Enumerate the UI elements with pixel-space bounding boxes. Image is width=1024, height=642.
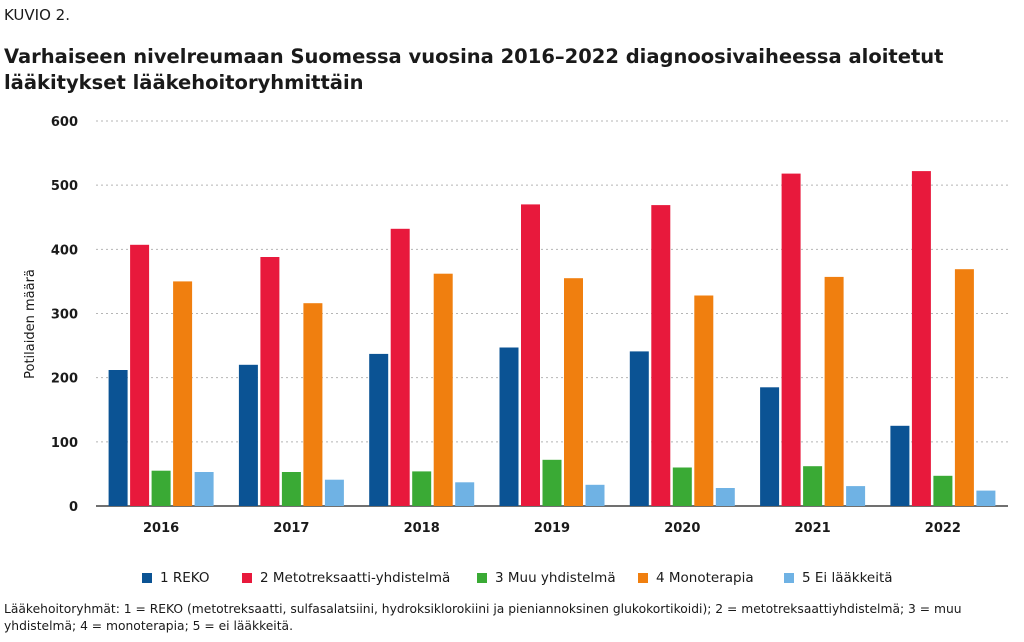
x-tick-label: 2018 [404,521,440,536]
legend-swatch [242,573,252,583]
legend-item: 4 Monoterapia [638,570,754,586]
y-axis-ticks: 0 100 200 300 400 500 600 [51,115,78,515]
bars [108,171,996,507]
bar-2021-series-1 [760,387,780,506]
bar-2017-series-2 [260,257,280,506]
bar-2020-series-5 [715,488,735,506]
legend-label: 5 Ei lääkkeitä [802,570,893,586]
legend-item: 3 Muu yhdistelmä [477,570,616,586]
legend-label: 1 REKO [160,570,210,586]
x-tick-label: 2020 [664,521,700,536]
y-tick-label: 100 [51,436,78,451]
bar-2022-series-3 [933,475,953,506]
legend-label: 3 Muu yhdistelmä [495,570,616,586]
x-tick-label: 2016 [143,521,179,536]
figure-label: KUVIO 2. [4,6,70,24]
legend-item: 2 Metotreksaatti-yhdistelmä [242,570,450,586]
y-tick-label: 600 [51,115,78,130]
bar-2020-series-2 [651,205,671,506]
bar-2020-series-4 [694,295,714,506]
y-tick-label: 500 [51,179,78,194]
bar-2020-series-3 [672,467,692,506]
bar-2022-series-4 [954,269,974,506]
bar-2022-series-5 [976,490,996,506]
x-tick-label: 2022 [925,521,961,536]
chart-title: Varhaiseen nivelreumaan Suomessa vuosina… [4,45,944,94]
bar-2016-series-2 [130,244,150,507]
bar-2018-series-2 [390,228,410,507]
bar-2019-series-4 [564,278,583,506]
legend-swatch [638,573,648,583]
legend-swatch [142,573,152,583]
bar-2021-series-3 [803,466,823,506]
bar-2022-series-2 [911,171,931,506]
bar-2021-series-2 [781,173,801,506]
y-tick-label: 0 [69,500,78,515]
legend-item: 5 Ei lääkkeitä [784,570,893,586]
bar-2021-series-4 [824,276,844,506]
bar-2019-series-2 [521,204,540,506]
bar-2016-series-3 [151,470,171,506]
y-tick-label: 200 [51,372,78,387]
bar-2020-series-1 [629,351,649,506]
bar-2018-series-5 [455,482,475,506]
bar-2017-series-3 [281,472,301,506]
y-tick-label: 300 [51,308,78,323]
bar-2016-series-5 [194,472,214,506]
bar-2019-series-3 [542,459,562,506]
x-tick-label: 2017 [273,521,309,536]
bar-2016-series-4 [173,281,193,506]
legend-label: 4 Monoterapia [656,570,754,586]
bar-2018-series-3 [412,471,432,506]
bar-2017-series-1 [238,364,258,506]
bar-2019-series-5 [585,484,605,506]
bar-2022-series-1 [890,425,910,506]
bar-2017-series-5 [324,479,344,506]
x-tick-label: 2019 [534,521,570,536]
legend-item: 1 REKO [142,570,210,586]
bar-chart: 0 100 200 300 400 500 600 2016 2017 2018 2019 2020… [23,115,1008,536]
y-axis-title: Potilaiden määrä [23,269,38,379]
legend-swatch [784,573,794,583]
x-tick-label: 2021 [795,521,831,536]
legend-label: 2 Metotreksaatti-yhdistelmä [260,570,451,586]
bar-2016-series-1 [108,370,128,506]
bar-2021-series-5 [846,486,866,506]
bar-2017-series-4 [303,303,323,506]
bar-2018-series-4 [433,273,453,506]
gridlines [96,120,1008,507]
y-tick-label: 400 [51,243,78,258]
bar-2019-series-1 [499,347,519,506]
legend-swatch [477,573,487,583]
footnote: Lääkehoitoryhmät: 1 = REKO (metotreksaat… [4,602,962,633]
bar-2018-series-1 [369,353,389,506]
x-axis-ticks: 2016 2017 2018 2019 2020 2021 2022 [143,521,961,536]
